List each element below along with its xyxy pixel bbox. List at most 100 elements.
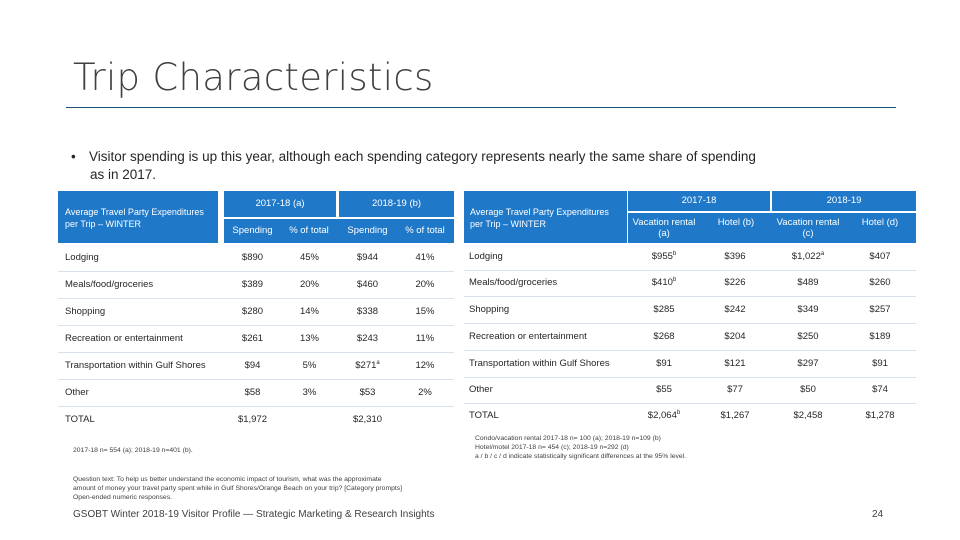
question-text: Question text: To help us better underst… <box>73 475 402 502</box>
cell-value: $50 <box>800 384 816 395</box>
right-year-1-header: 2017-18 <box>628 191 770 211</box>
cell-value: $271 <box>355 360 377 371</box>
cell-v3: $50 <box>772 384 844 395</box>
table-row-label: Other <box>469 384 493 395</box>
cell-v2: $226 <box>700 277 770 288</box>
row-separator <box>464 323 916 324</box>
significance-marker: a <box>820 250 825 257</box>
right-sub-header: Vacation rental (a) <box>632 217 696 239</box>
cell-value: $189 <box>869 331 891 342</box>
row-separator <box>464 270 916 271</box>
cell-value: $410 <box>651 277 673 288</box>
cell-v3: $349 <box>772 304 844 315</box>
row-separator <box>464 377 916 378</box>
cell-v1: $2,064b <box>628 410 700 421</box>
row-separator <box>58 325 454 326</box>
table-row-label: Recreation or entertainment <box>469 331 587 342</box>
cell-v1: $955b <box>628 251 700 262</box>
right-note: Condo/vacation rental 2017-18 n= 100 (a)… <box>475 435 661 442</box>
cell-spending-a: $1,972 <box>237 414 268 425</box>
question-line: Open-ended numeric responses. <box>73 494 172 501</box>
cell-value: $74 <box>872 384 888 395</box>
cell-pct-b: 11% <box>415 333 435 344</box>
cell-value: $242 <box>724 304 746 315</box>
cell-value: $55 <box>656 384 672 395</box>
cell-v1: $285 <box>628 304 700 315</box>
cell-value: $297 <box>797 358 819 369</box>
left-sub-header: Spending <box>347 225 388 236</box>
significance-marker: b <box>676 409 681 416</box>
cell-v2: $1,267 <box>700 410 770 421</box>
cell-spending-a: $261 <box>241 333 264 344</box>
left-sub-header: Spending <box>232 225 273 236</box>
table-row-label: Lodging <box>469 251 503 262</box>
table-row-label: Meals/food/groceries <box>65 279 154 290</box>
table-row-label: Meals/food/groceries <box>469 277 558 288</box>
footer-text: GSOBT Winter 2018-19 Visitor Profile — S… <box>73 509 435 520</box>
cell-v1: $91 <box>628 358 700 369</box>
cell-v2: $121 <box>700 358 770 369</box>
table-row-label: Lodging <box>65 252 99 263</box>
cell-v4: $189 <box>844 331 916 342</box>
bullet-dot: • <box>71 149 76 164</box>
left-corner-label: Average Travel Party Expenditures per Tr… <box>65 207 204 229</box>
cell-v4: $1,278 <box>844 410 916 421</box>
cell-value: $2,458 <box>793 410 823 421</box>
row-separator <box>58 298 454 299</box>
cell-spending-b: $2,310 <box>339 414 396 425</box>
cell-v2: $242 <box>700 304 770 315</box>
bullet-point: • Visitor spending is up this year, altho… <box>71 148 911 184</box>
table-row-label: Shopping <box>469 304 510 315</box>
significance-marker: a <box>376 359 380 366</box>
right-corner-label: Average Travel Party Expenditures per Tr… <box>470 207 609 229</box>
row-separator <box>58 271 454 272</box>
question-line: Question text: To help us better underst… <box>73 476 382 483</box>
cell-v1: $410b <box>628 277 700 288</box>
cell-pct-a: 20% <box>299 279 319 290</box>
cell-value: $1,267 <box>720 410 750 421</box>
title-rule <box>66 107 896 108</box>
cell-value: $349 <box>797 304 819 315</box>
cell-value: $250 <box>797 331 819 342</box>
cell-pct-a: 13% <box>299 333 319 344</box>
cell-value: $268 <box>653 331 675 342</box>
left-sub-header: % of total <box>405 225 445 236</box>
cell-v3: $2,458 <box>772 410 844 421</box>
cell-pct-b: 20% <box>415 279 435 290</box>
cell-value: $260 <box>869 277 891 288</box>
page-title: Trip Characteristics <box>73 56 434 99</box>
table-row-label: Recreation or entertainment <box>65 333 183 344</box>
cell-value: $91 <box>872 358 888 369</box>
table-row-label: Transportation within Gulf Shores <box>65 360 206 371</box>
cell-spending-b: $243 <box>339 333 396 344</box>
right-note: a / b / c / d indicate statistically sig… <box>475 453 687 460</box>
cell-value: $396 <box>724 251 746 262</box>
cell-value: $1,278 <box>865 410 895 421</box>
table-row-label: TOTAL <box>65 414 95 425</box>
cell-spending-a: $58 <box>244 387 261 398</box>
cell-spending-b: $338 <box>339 306 396 317</box>
cell-v3: $297 <box>772 358 844 369</box>
cell-value: $91 <box>656 358 672 369</box>
cell-value: $243 <box>356 333 379 344</box>
cell-value: $944 <box>356 252 379 263</box>
cell-value: $407 <box>869 251 891 262</box>
cell-value: $257 <box>869 304 891 315</box>
question-line: amount of money your travel party spent … <box>73 485 403 492</box>
table-row-label: TOTAL <box>469 410 499 421</box>
right-year-2-header: 2018-19 <box>772 191 916 211</box>
table-row-label: Shopping <box>65 306 106 317</box>
cell-v4: $91 <box>844 358 916 369</box>
right-sub-header: Hotel (b) <box>717 217 755 228</box>
cell-v2: $77 <box>700 384 770 395</box>
right-corner-header: Average Travel Party Expenditures per Tr… <box>464 191 627 243</box>
row-separator <box>58 406 454 407</box>
left-year-a-header: 2017-18 (a) <box>224 191 336 217</box>
cell-spending-a: $94 <box>244 360 261 371</box>
table-row-label: Other <box>65 387 89 398</box>
cell-value: $285 <box>653 304 675 315</box>
bullet-line-2: as in 2017. <box>90 167 157 182</box>
cell-value: $226 <box>724 277 746 288</box>
cell-v4: $257 <box>844 304 916 315</box>
bullet-line-1: Visitor spending is up this year, althou… <box>89 149 756 164</box>
